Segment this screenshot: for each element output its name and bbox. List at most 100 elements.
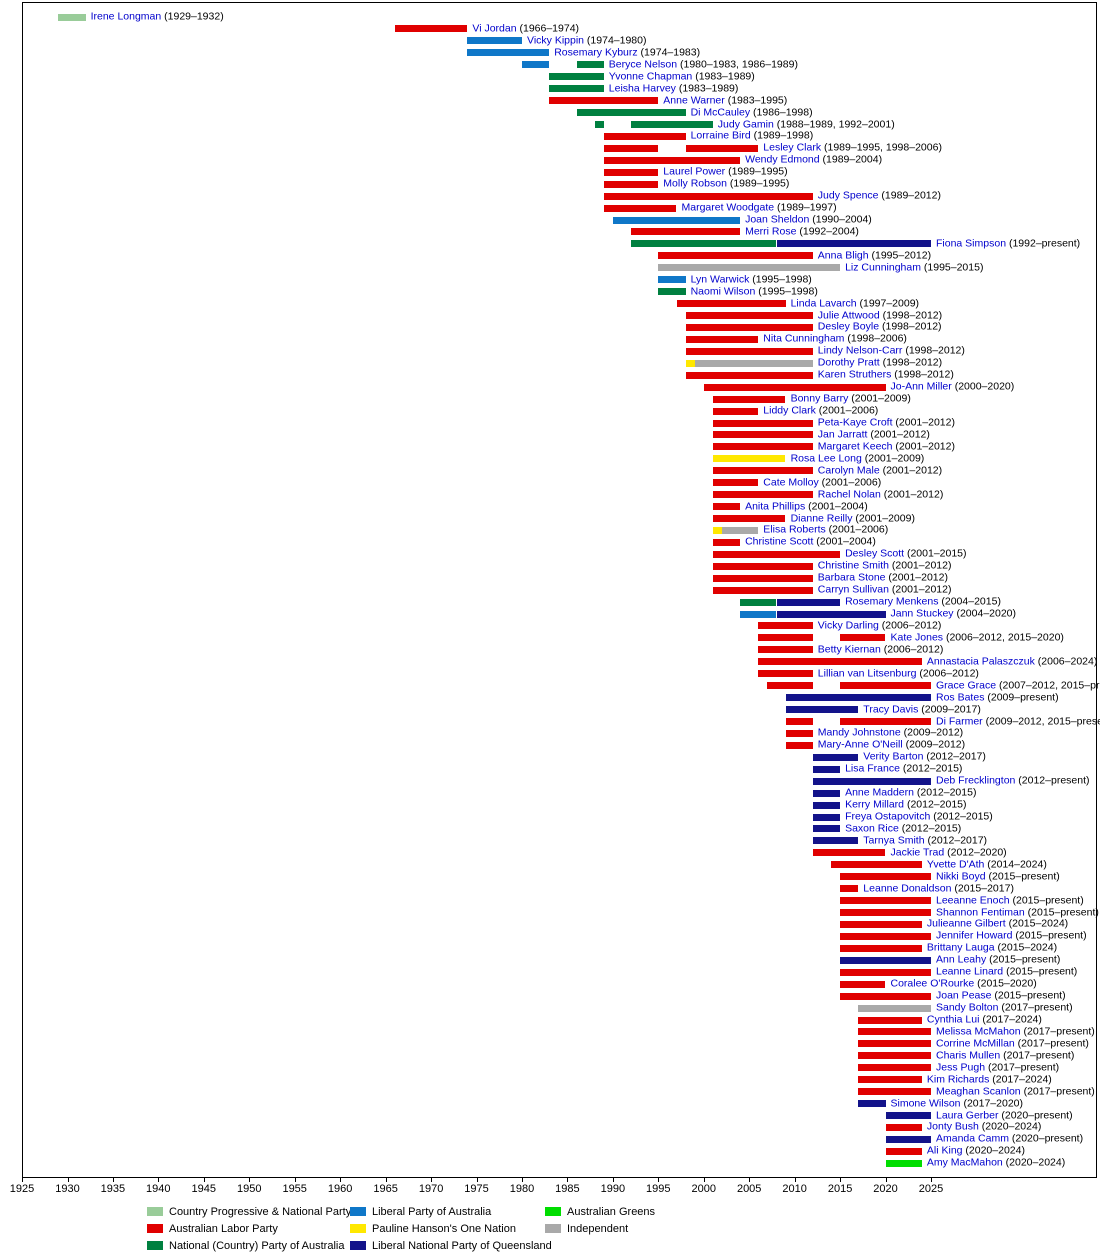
member-name-link[interactable]: Jackie Trad xyxy=(890,846,945,859)
member-name-link[interactable]: Rosemary Kyburz xyxy=(554,46,638,59)
member-name-link[interactable]: Anne Warner xyxy=(663,94,725,107)
member-name-link[interactable]: Margaret Keech xyxy=(817,440,893,453)
member-name-link[interactable]: Leisha Harvey xyxy=(608,82,676,95)
member-name-link[interactable]: Mandy Johnstone xyxy=(817,726,901,739)
member-name-link[interactable]: Lisa France xyxy=(845,762,900,775)
member-name-link[interactable]: Yvette D'Ath xyxy=(926,858,985,871)
member-name-link[interactable]: Saxon Rice xyxy=(845,822,899,835)
member-name-link[interactable]: Liz Cunningham xyxy=(845,261,921,274)
member-name-link[interactable]: Bonny Barry xyxy=(790,392,849,405)
member-name-link[interactable]: Leanne Linard xyxy=(936,965,1004,978)
member-name-link[interactable]: Ros Bates xyxy=(936,691,985,704)
member-name-link[interactable]: Simone Wilson xyxy=(890,1097,961,1109)
member-name-link[interactable]: Lindy Nelson-Carr xyxy=(817,344,903,357)
member-name-link[interactable]: Fiona Simpson xyxy=(936,237,1007,250)
member-name-link[interactable]: Julie Attwood xyxy=(817,309,880,321)
member-name-link[interactable]: Shannon Fentiman xyxy=(936,906,1025,918)
member-name-link[interactable]: Kerry Millard xyxy=(845,798,905,811)
member-name-link[interactable]: Jann Stuckey xyxy=(890,607,954,620)
member-name-link[interactable]: Molly Robson xyxy=(663,177,727,190)
member-name-link[interactable]: Dianne Reilly xyxy=(790,512,853,524)
member-name-link[interactable]: Lillian van Litsenburg xyxy=(817,667,917,680)
member-name-link[interactable]: Christine Smith xyxy=(817,559,889,572)
member-name-link[interactable]: Verity Barton xyxy=(863,750,924,763)
member-name-link[interactable]: Sandy Bolton xyxy=(936,1001,999,1014)
member-name-link[interactable]: Grace Grace xyxy=(936,679,997,692)
member-name-link[interactable]: Di Farmer xyxy=(936,715,983,727)
member-name-link[interactable]: Merri Rose xyxy=(745,225,797,238)
member-name-link[interactable]: Cate Molloy xyxy=(763,476,819,489)
member-name-link[interactable]: Desley Boyle xyxy=(817,320,880,333)
member-name-link[interactable]: Kim Richards xyxy=(926,1073,990,1086)
member-name-link[interactable]: Linda Lavarch xyxy=(790,297,857,310)
member-name-link[interactable]: Naomi Wilson xyxy=(690,285,756,298)
member-name-link[interactable]: Carryn Sullivan xyxy=(817,583,889,596)
member-name-link[interactable]: Jo-Ann Miller xyxy=(890,380,952,393)
member-name-link[interactable]: Margaret Woodgate xyxy=(681,201,775,214)
member-name-link[interactable]: Julieanne Gilbert xyxy=(926,917,1006,930)
member-name-link[interactable]: Laura Gerber xyxy=(936,1109,999,1121)
member-name-link[interactable]: Freya Ostapovitch xyxy=(845,810,931,823)
member-name-link[interactable]: Ali King xyxy=(926,1144,963,1157)
member-name-link[interactable]: Amy MacMahon xyxy=(926,1156,1003,1169)
member-name-link[interactable]: Tracy Davis xyxy=(863,703,919,715)
member-name-link[interactable]: Anna Bligh xyxy=(817,249,869,262)
member-name-link[interactable]: Melissa McMahon xyxy=(936,1025,1021,1038)
member-years: (2015–present) xyxy=(1012,929,1087,942)
member-name-link[interactable]: Anne Maddern xyxy=(845,786,914,799)
member-name-link[interactable]: Vicky Kippin xyxy=(527,34,585,47)
member-name-link[interactable]: Vi Jordan xyxy=(472,22,517,35)
member-name-link[interactable]: Brittany Lauga xyxy=(926,941,995,954)
member-name-link[interactable]: Betty Kiernan xyxy=(817,643,881,656)
member-name-link[interactable]: Judy Gamin xyxy=(717,118,774,130)
member-name-link[interactable]: Wendy Edmond xyxy=(745,153,820,166)
member-name-link[interactable]: Liddy Clark xyxy=(763,404,816,417)
member-name-link[interactable]: Karen Struthers xyxy=(817,368,892,381)
member-name-link[interactable]: Jonty Bush xyxy=(926,1120,979,1133)
member-name-link[interactable]: Annastacia Palaszczuk xyxy=(926,655,1035,668)
member-name-link[interactable]: Rosemary Menkens xyxy=(845,595,939,608)
member-name-link[interactable]: Rosa Lee Long xyxy=(790,452,862,465)
member-name-link[interactable]: Laurel Power xyxy=(663,165,726,178)
member-name-link[interactable]: Lesley Clark xyxy=(763,141,822,154)
member-name-link[interactable]: Tarnya Smith xyxy=(863,834,925,847)
member-name-link[interactable]: Meaghan Scanlon xyxy=(936,1085,1021,1098)
member-name-link[interactable]: Joan Pease xyxy=(936,989,992,1002)
member-name-link[interactable]: Cynthia Lui xyxy=(926,1013,980,1026)
member-name-link[interactable]: Barbara Stone xyxy=(817,571,886,584)
member-name-link[interactable]: Amanda Camm xyxy=(936,1132,1009,1145)
member-name-link[interactable]: Irene Longman xyxy=(90,10,162,23)
member-name-link[interactable]: Jan Jarratt xyxy=(817,428,868,441)
member-years: (1974–1983) xyxy=(637,46,701,59)
member-name-link[interactable]: Beryce Nelson xyxy=(608,58,678,71)
member-name-link[interactable]: Charis Mullen xyxy=(936,1049,1001,1062)
member-name-link[interactable]: Ann Leahy xyxy=(936,953,987,966)
timeline-bar-alp xyxy=(712,467,813,475)
member-name-link[interactable]: Jennifer Howard xyxy=(936,929,1013,942)
member-name-link[interactable]: Anita Phillips xyxy=(745,500,806,512)
member-name-link[interactable]: Joan Sheldon xyxy=(745,213,810,226)
member-name-link[interactable]: Coralee O'Rourke xyxy=(890,977,975,990)
member-name-link[interactable]: Deb Frecklington xyxy=(936,774,1016,787)
member-name-link[interactable]: Elisa Roberts xyxy=(763,523,826,536)
member-name-link[interactable]: Yvonne Chapman xyxy=(608,70,693,83)
member-name-link[interactable]: Lyn Warwick xyxy=(690,273,750,286)
member-name-link[interactable]: Kate Jones xyxy=(890,631,944,644)
member-name-link[interactable]: Rachel Nolan xyxy=(817,488,881,501)
member-name-link[interactable]: Nita Cunningham xyxy=(763,332,845,345)
member-name-link[interactable]: Corrine McMillan xyxy=(936,1037,1015,1050)
member-name-link[interactable]: Di McCauley xyxy=(690,106,751,118)
member-name-link[interactable]: Vicky Darling xyxy=(817,619,879,632)
member-name-link[interactable]: Judy Spence xyxy=(817,189,879,202)
member-name-link[interactable]: Jess Pugh xyxy=(936,1061,986,1074)
member-name-link[interactable]: Peta-Kaye Croft xyxy=(817,416,893,429)
member-name-link[interactable]: Christine Scott xyxy=(745,535,814,548)
member-name-link[interactable]: Leanne Donaldson xyxy=(863,882,952,895)
member-name-link[interactable]: Lorraine Bird xyxy=(690,129,751,142)
member-name-link[interactable]: Mary-Anne O'Neill xyxy=(817,738,903,751)
member-name-link[interactable]: Dorothy Pratt xyxy=(817,356,880,369)
member-name-link[interactable]: Nikki Boyd xyxy=(936,870,986,883)
member-name-link[interactable]: Desley Scott xyxy=(845,547,905,560)
member-name-link[interactable]: Leeanne Enoch xyxy=(936,894,1010,907)
member-name-link[interactable]: Carolyn Male xyxy=(817,464,880,477)
